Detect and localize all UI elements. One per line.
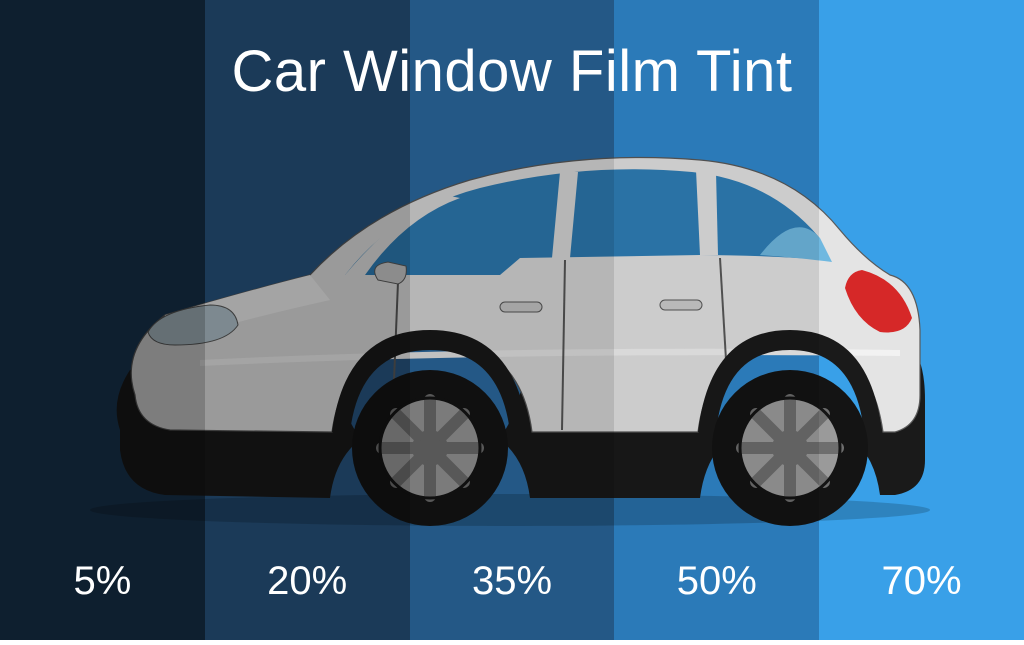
infographic-canvas: Car Window Film Tint — [0, 0, 1024, 640]
label-20pct: 20% — [205, 559, 410, 604]
label-70pct: 70% — [819, 559, 1024, 604]
label-50pct: 50% — [614, 559, 819, 604]
label-5pct: 5% — [0, 559, 205, 604]
tint-labels: 5% 20% 35% 50% 70% — [0, 559, 1024, 604]
label-35pct: 35% — [410, 559, 615, 604]
chart-title: Car Window Film Tint — [0, 38, 1024, 105]
